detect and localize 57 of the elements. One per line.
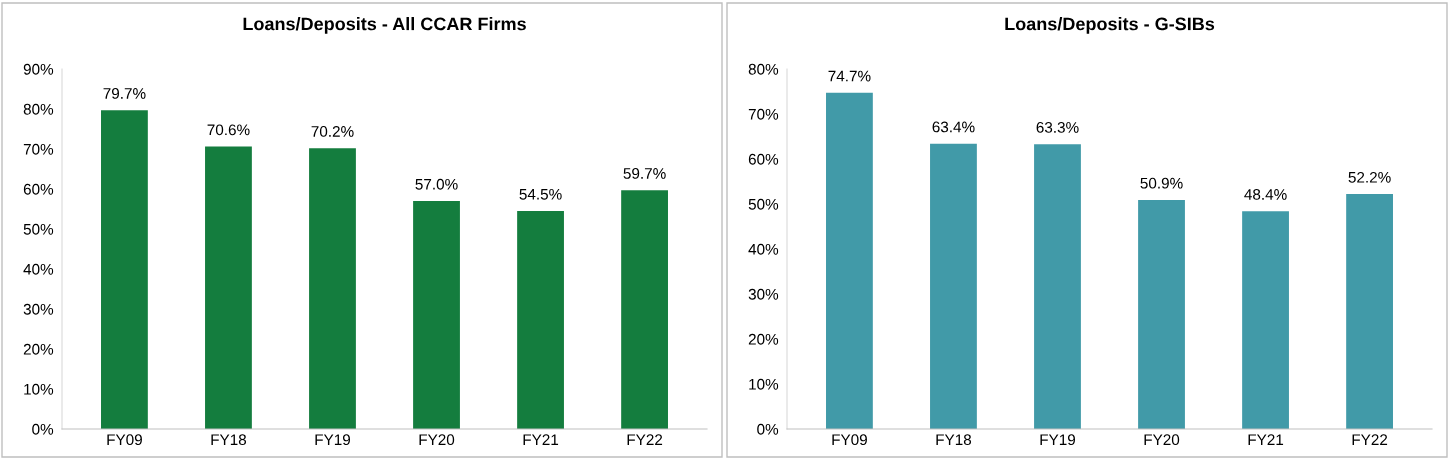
bar <box>930 143 977 429</box>
x-tick-label: FY18 <box>211 434 247 446</box>
y-tick-label: 80% <box>23 103 54 115</box>
data-label: 59.7% <box>623 168 666 179</box>
x-tick-label: FY19 <box>315 434 351 446</box>
x-tick-label: FY09 <box>832 434 867 446</box>
y-tick-label: 90% <box>23 63 54 75</box>
x-tick-label: FY09 <box>107 434 142 446</box>
x-tick-label: FY21 <box>1248 434 1284 445</box>
data-label: 70.6% <box>207 124 250 136</box>
bar <box>826 92 873 429</box>
data-label: 74.7% <box>828 70 871 82</box>
bar <box>205 146 252 429</box>
chart-title: Loans/Deposits - G-SIBs <box>1005 17 1215 34</box>
y-tick-label: 70% <box>748 108 779 120</box>
y-tick-label: 40% <box>23 263 54 275</box>
x-tick-label: FY22 <box>627 434 663 445</box>
y-tick-label: 30% <box>23 303 54 315</box>
data-label: 70.2% <box>311 126 354 137</box>
bar <box>413 201 460 429</box>
y-tick-label: 10% <box>24 383 54 395</box>
y-tick-label: 30% <box>748 288 779 300</box>
data-label: 63.3% <box>1036 121 1079 133</box>
x-tick-label: FY18 <box>936 434 972 446</box>
y-tick-label: 0% <box>757 423 779 435</box>
data-label: 52.2% <box>1348 171 1391 183</box>
bar <box>621 190 668 429</box>
x-tick-label: FY19 <box>1040 434 1076 446</box>
data-label: 79.7% <box>103 88 146 99</box>
chart-title: Loans/Deposits - All CCAR Firms <box>243 17 526 34</box>
x-tick-label: FY21 <box>523 434 559 445</box>
y-tick-label: 50% <box>23 223 54 235</box>
bar <box>1242 211 1289 429</box>
bar <box>1034 144 1081 429</box>
y-tick-label: 60% <box>23 183 54 195</box>
y-tick-label: 40% <box>748 243 779 255</box>
y-tick-label: 10% <box>749 378 779 390</box>
y-tick-label: 20% <box>748 333 779 345</box>
y-tick-label: 80% <box>748 63 779 75</box>
y-tick-label: 20% <box>23 343 54 355</box>
x-tick-label: FY20 <box>1144 434 1180 446</box>
bar <box>101 110 148 429</box>
data-label: 57.0% <box>415 178 458 190</box>
bar <box>517 211 564 429</box>
y-tick-label: 70% <box>23 143 54 155</box>
data-label: 54.5% <box>519 188 562 200</box>
data-label: 63.4% <box>932 121 975 133</box>
bar <box>309 148 356 429</box>
y-tick-label: 60% <box>748 153 779 165</box>
data-label: 48.4% <box>1244 189 1287 200</box>
x-tick-label: FY22 <box>1352 434 1388 445</box>
bar <box>1138 199 1185 429</box>
y-tick-label: 50% <box>748 198 779 210</box>
x-tick-label: FY20 <box>419 434 455 446</box>
data-label: 50.9% <box>1140 177 1183 189</box>
y-tick-label: 0% <box>32 423 54 435</box>
bar <box>1346 194 1393 429</box>
